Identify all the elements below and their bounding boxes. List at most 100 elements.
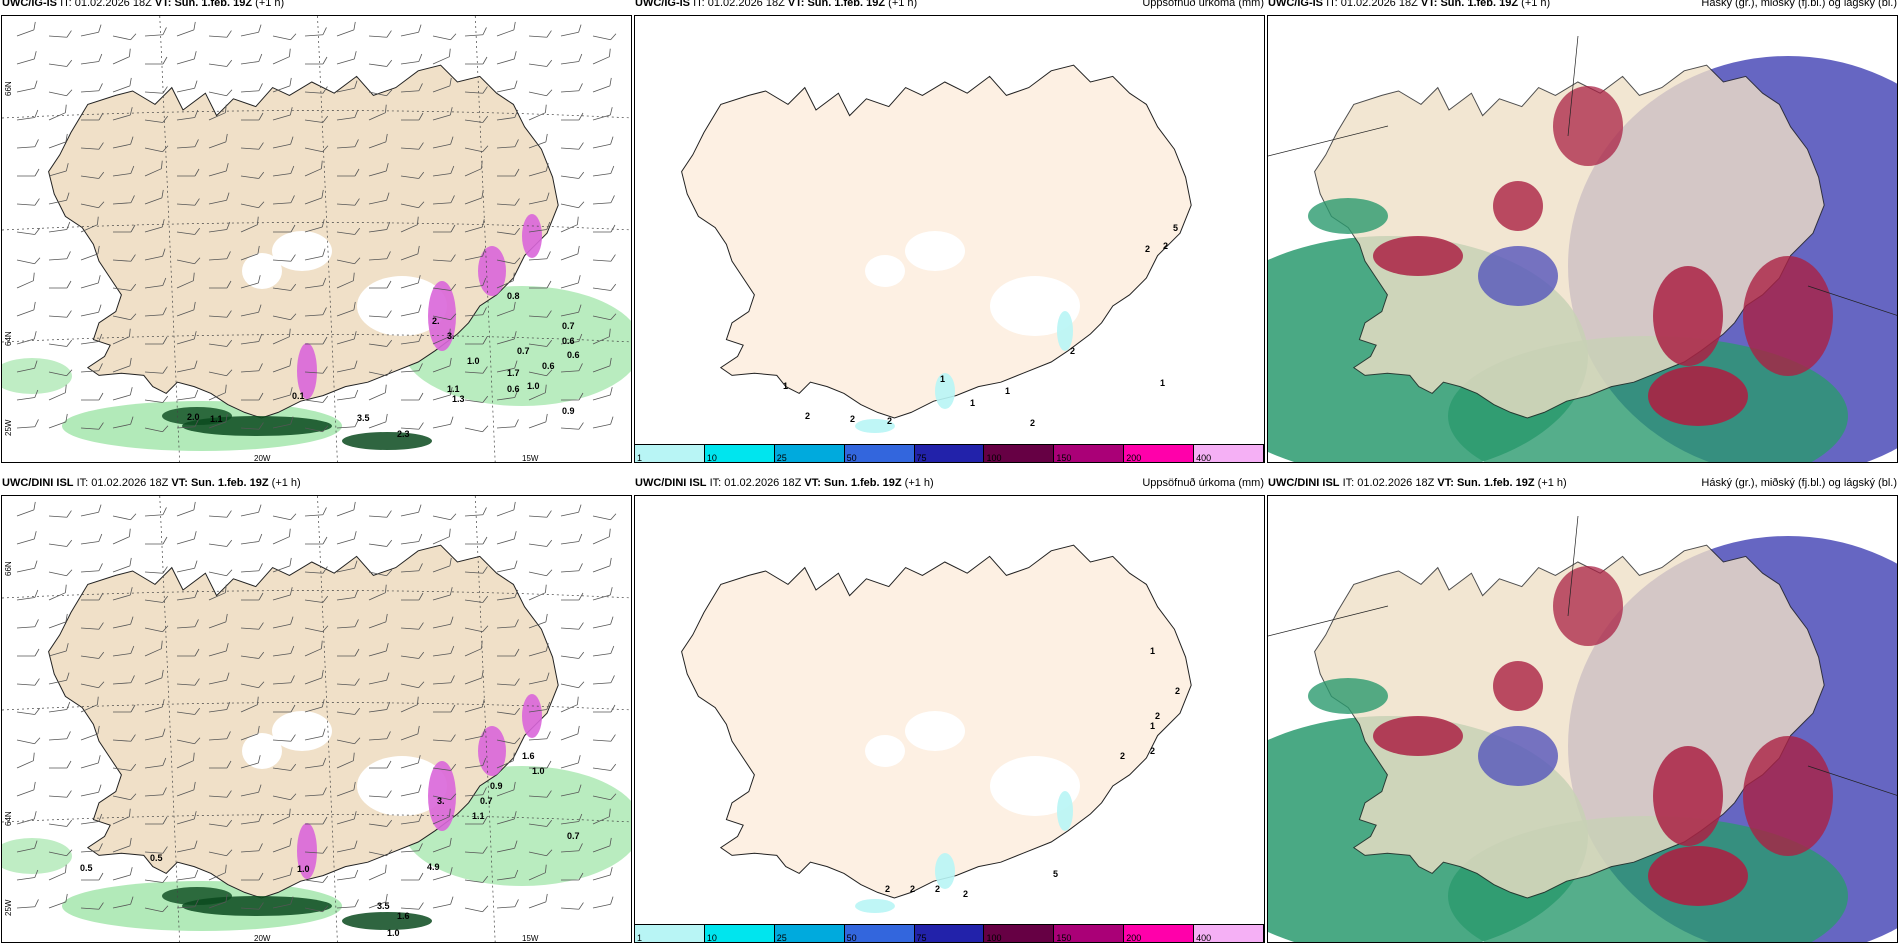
colorbar-label: 200 — [1126, 453, 1142, 462]
value-label: 4.9 — [427, 862, 440, 872]
value-label: 2 — [1030, 418, 1036, 428]
wind-barb — [144, 699, 165, 713]
wind-barb — [272, 616, 294, 629]
wind-barb — [368, 893, 388, 909]
colorbar-bin — [1054, 445, 1125, 462]
colorbar-bin — [1124, 925, 1195, 942]
wind-barb — [176, 589, 199, 601]
value-label: 2 — [885, 884, 891, 894]
wind-barb — [112, 195, 135, 205]
wind-barb — [336, 501, 356, 517]
wind-barb — [336, 589, 359, 601]
it-label: IT: — [76, 477, 89, 489]
wind-barb — [592, 763, 617, 771]
it-label: IT: — [1342, 477, 1355, 489]
wind-barb — [432, 616, 454, 629]
wind-barb — [273, 224, 296, 233]
wind-barb — [176, 737, 201, 745]
value-label: 0.9 — [490, 781, 503, 791]
wind-barb — [208, 310, 232, 318]
wind-barb — [336, 272, 355, 289]
wind-barb — [304, 566, 328, 574]
wind-barb — [496, 737, 521, 745]
wind-barb — [112, 896, 134, 909]
panel-header: UWC/IG-IS IT: 01.02.2026 18Z VT: Sun. 1.… — [2, 0, 284, 13]
wind-barb — [48, 104, 67, 121]
grid-label: 64N — [4, 331, 13, 346]
wind-barb — [304, 669, 324, 685]
wind-barb — [240, 24, 262, 37]
wind-barb — [112, 528, 131, 545]
wind-barb — [176, 360, 198, 373]
wind-barb — [368, 221, 391, 233]
wind-barb — [400, 275, 421, 289]
map-panel-r0-c1: UWC/IG-IS IT: 01.02.2026 18Z VT: Sun. 1.… — [634, 0, 1265, 463]
colorbar-label: 100 — [986, 933, 1002, 942]
wind-barb — [432, 675, 455, 685]
wind-barb — [592, 107, 613, 121]
wind-barb — [48, 849, 73, 857]
wind-barb — [592, 675, 615, 685]
wind-barb — [48, 584, 67, 601]
wind-barb — [80, 755, 101, 769]
wind-barb — [592, 254, 616, 262]
colorbar-label: 400 — [1196, 933, 1212, 942]
wind-barb — [176, 869, 199, 881]
wind-barb — [176, 301, 196, 317]
wind-barb — [400, 363, 423, 373]
grid-label: 20W — [254, 454, 271, 462]
lead-time: (+1 h) — [1537, 477, 1567, 489]
wind-barb — [464, 425, 489, 433]
grid-label: 25W — [4, 899, 13, 916]
value-label: 0.7 — [517, 346, 530, 356]
panel-header: UWC/DINI ISL IT: 01.02.2026 18Z VT: Sun.… — [2, 477, 301, 493]
wind-barb — [400, 651, 425, 659]
wind-barb — [464, 219, 485, 233]
colorbar — [635, 924, 1264, 942]
wind-barb — [48, 643, 69, 657]
wind-barb — [400, 755, 421, 769]
wind-barb — [560, 843, 583, 853]
wind-barb — [272, 387, 293, 401]
wind-barb — [593, 224, 616, 233]
wind-barb — [16, 109, 39, 121]
wind-barb — [432, 416, 454, 429]
wind-barb — [464, 787, 487, 797]
wind-barb — [80, 304, 102, 317]
wind-barb — [432, 283, 457, 291]
wind-barb — [400, 142, 424, 150]
wind-barb — [144, 846, 168, 854]
wind-barb — [208, 510, 232, 518]
value-label: 2 — [1150, 746, 1156, 756]
wind-barb — [48, 133, 68, 149]
wind-barb — [272, 313, 297, 321]
wind-barb — [368, 790, 392, 798]
wind-barb — [240, 902, 264, 910]
init-time: 01.02.2026 18Z — [707, 0, 785, 9]
wind-barb — [176, 139, 199, 149]
wind-barb — [336, 227, 361, 235]
wind-barb — [144, 425, 169, 433]
value-label: 2 — [1070, 346, 1076, 356]
wind-barb — [177, 168, 200, 177]
wind-barb — [272, 837, 292, 853]
wind-barb — [464, 115, 489, 123]
wind-barb — [49, 760, 72, 769]
lead-time: (+1 h) — [1521, 0, 1551, 9]
wind-barb — [496, 419, 519, 429]
wind-barb — [432, 48, 451, 65]
wind-barb — [80, 725, 100, 741]
wind-barb — [400, 245, 420, 261]
wind-barb — [48, 731, 71, 741]
wind-barb — [464, 757, 487, 769]
wind-barb — [272, 645, 295, 657]
colorbar-bin — [914, 445, 985, 462]
wind-barb — [80, 201, 105, 209]
wind-barb — [48, 59, 73, 67]
wind-barb — [400, 171, 425, 179]
map-panel-r1-c0: UWC/DINI ISL IT: 01.02.2026 18Z VT: Sun.… — [1, 477, 632, 943]
wind-barb — [336, 51, 357, 65]
valid-time: Sun. 1.feb. 19Z — [174, 0, 253, 9]
wind-barb — [464, 507, 487, 517]
wind-barb — [80, 533, 103, 545]
